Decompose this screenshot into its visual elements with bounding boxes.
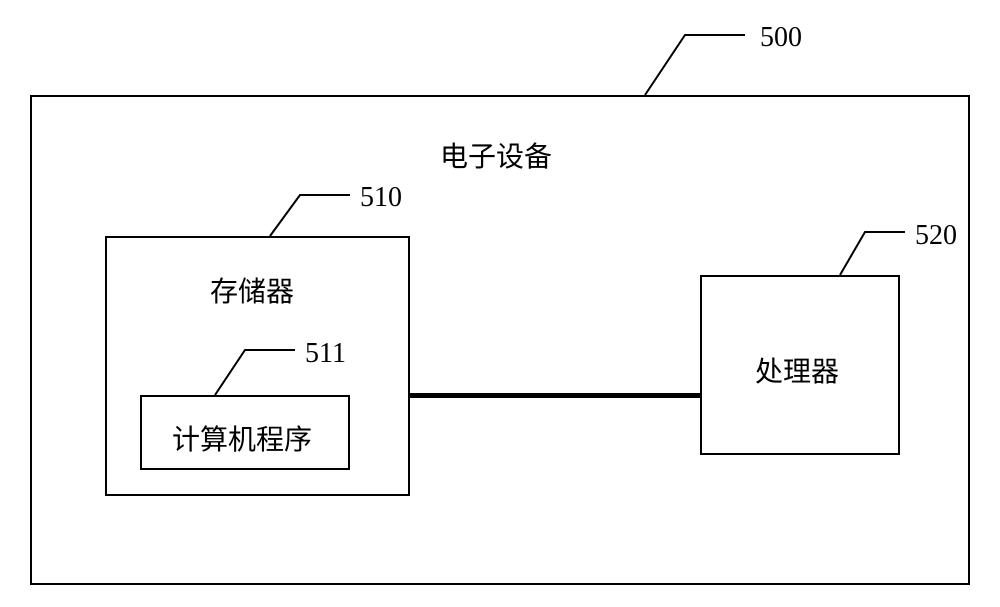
ref-520: 520 [915, 220, 957, 252]
leader-520 [0, 0, 1000, 607]
